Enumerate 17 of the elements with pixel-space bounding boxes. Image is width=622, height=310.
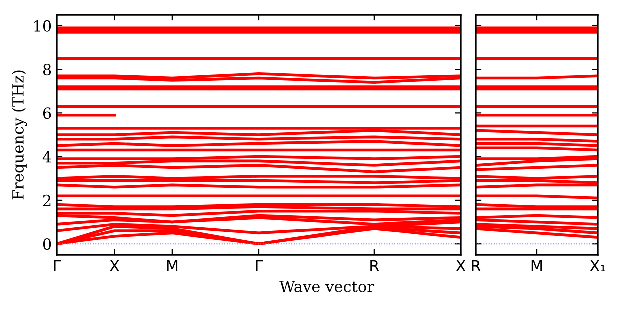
x-tick-label: R bbox=[370, 260, 380, 272]
x-axis-title: Wave vector bbox=[280, 281, 374, 292]
y-tick-label: 4 bbox=[42, 151, 52, 163]
x-tick-label: M bbox=[532, 260, 542, 272]
y-tick-label: 8 bbox=[43, 64, 52, 76]
x-tick-label: X bbox=[456, 260, 466, 272]
x-tick-label: Γ bbox=[256, 260, 264, 272]
y-tick-label: 0 bbox=[43, 238, 52, 250]
x-tick-label: R bbox=[472, 260, 481, 272]
x-tick-label: Γ bbox=[54, 260, 62, 272]
y-tick-label: 2 bbox=[43, 194, 51, 206]
y-tick-label: 10 bbox=[34, 20, 52, 32]
x-tick-label: X bbox=[110, 260, 120, 272]
x-tick-label: M bbox=[167, 260, 178, 272]
x-tick-label: X₁ bbox=[590, 260, 606, 272]
y-axis-title: Frequency (THz) bbox=[12, 70, 28, 200]
y-tick-label: 6 bbox=[43, 108, 52, 120]
